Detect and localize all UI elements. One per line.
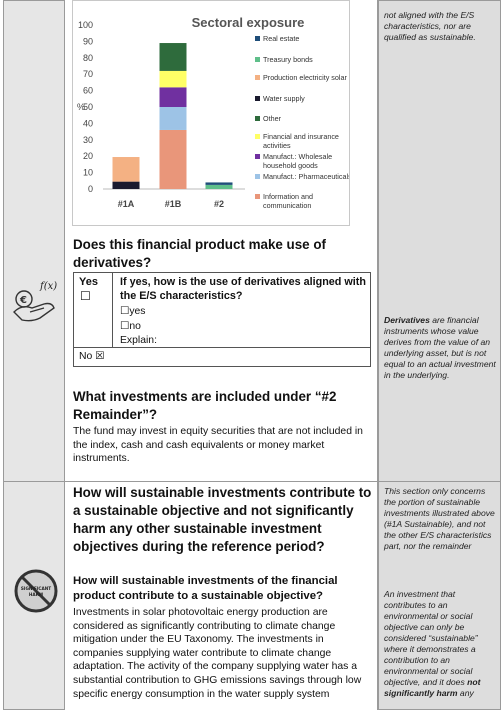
legend-label: Financial and insurance: [263, 132, 339, 141]
bar-segment: [159, 43, 187, 71]
legend-label: Water supply: [263, 94, 305, 103]
derivatives-table-col-divider: [112, 273, 113, 347]
bar-segment: [205, 184, 233, 189]
chart-svg: Sectoral exposure 0 10 20 30 40 50 60 70 80 90 100%…: [77, 15, 349, 210]
y-tick-label: 100: [78, 20, 93, 30]
legend-label: Information and: [263, 192, 313, 201]
section2-heading: How will sustainable investments contrib…: [73, 485, 372, 554]
legend-label: Manufact.: Wholesale: [263, 152, 332, 161]
derivatives-term: Derivatives: [384, 315, 430, 325]
sidebar-section2-note: This section only concerns the portion o…: [384, 486, 495, 551]
chart-title: Sectoral exposure: [192, 15, 305, 30]
section-divider: [3, 481, 501, 482]
legend-label: Production electricity solar: [263, 73, 347, 82]
svg-text:f(x): f(x): [39, 281, 57, 292]
y-axis-label: %: [77, 102, 85, 112]
svg-text:€: €: [19, 295, 27, 306]
derivatives-question: Does this financial product make use of …: [73, 237, 326, 270]
x-tick-label: #2: [214, 199, 224, 209]
derivatives-table: Yes ☐ If yes, how is the use of derivati…: [73, 272, 371, 367]
derivative-hand-icon: f(x) €: [10, 278, 60, 326]
sidebar-note-top: not aligned with the E/S characteristics…: [384, 10, 476, 42]
y-tick-label: 0: [88, 184, 93, 194]
legend-swatch: [255, 154, 260, 159]
legend-label: activities: [263, 141, 291, 150]
legend-label: household goods: [263, 161, 318, 170]
derivatives-yes-checkbox[interactable]: ☐: [80, 289, 91, 303]
derivatives-option-yes[interactable]: ☐yes: [120, 306, 146, 317]
sectoral-exposure-chart: Sectoral exposure 0 10 20 30 40 50 60 70 80 90 100%…: [72, 0, 350, 226]
legend-swatch: [255, 96, 260, 101]
right-sidebar-column: [378, 0, 501, 482]
legend-label: communication: [263, 201, 311, 210]
y-tick-label: 20: [83, 151, 93, 161]
legend-swatch: [255, 75, 260, 80]
derivatives-table-row-divider: [74, 347, 370, 348]
bar-segment: [159, 70, 187, 88]
derivatives-explain-label: Explain:: [120, 335, 157, 346]
harm-note-text-b: not significantly harm: [384, 677, 481, 698]
remainder-question: What investments are included under “#2 …: [73, 389, 337, 422]
sidebar-derivatives-definition: Derivatives are financial instruments wh…: [384, 315, 496, 381]
right-sidebar-column-2: [378, 481, 501, 710]
derivatives-no-checkbox[interactable]: No ☒: [79, 351, 105, 362]
legend-swatch: [255, 57, 260, 62]
svg-text:HARM: HARM: [29, 592, 43, 597]
remainder-text: The fund may invest in equity securities…: [73, 426, 363, 465]
derivatives-yes-label: Yes: [79, 276, 98, 288]
harm-note-text-c: any: [457, 688, 474, 698]
legend-swatch: [255, 36, 260, 41]
y-tick-label: 70: [83, 69, 93, 79]
y-tick-label: 90: [83, 36, 93, 46]
derivatives-sub-question: If yes, how is the use of derivatives al…: [120, 276, 366, 302]
x-tick-label: #1B: [165, 199, 182, 209]
no-significant-harm-icon: SIGNIFICANT HARM: [14, 569, 58, 613]
bar-segment: [112, 181, 140, 189]
legend-swatch: [255, 194, 260, 199]
bar-segment: [159, 87, 187, 107]
legend-label: Treasury bonds: [263, 55, 313, 64]
y-tick-label: 40: [83, 118, 93, 128]
legend-label: Other: [263, 114, 282, 123]
legend-swatch: [255, 134, 260, 139]
legend-label: Real estate: [263, 34, 299, 43]
middle-border-right: [377, 0, 378, 710]
derivatives-option-no[interactable]: ☐no: [120, 321, 141, 332]
derivatives-definition-text: are financial instruments whose value de…: [384, 315, 496, 380]
y-tick-label: 10: [83, 168, 93, 178]
y-tick-label: 60: [83, 86, 93, 96]
bar-segment: [159, 107, 187, 130]
bar-segment: [159, 129, 187, 189]
svg-text:SIGNIFICANT: SIGNIFICANT: [21, 586, 51, 591]
legend-swatch: [255, 116, 260, 121]
section2-sub-heading: How will sustainable investments of the …: [73, 575, 338, 602]
legend-label: Manufact.: Pharmaceuticals: [263, 172, 349, 181]
section2-text: Investments in solar photovoltaic energy…: [73, 607, 362, 700]
bar-segment: [205, 182, 233, 185]
harm-note-text-a: An investment that contributes to an env…: [384, 589, 478, 687]
left-margin-column: [3, 0, 65, 482]
sidebar-harm-note: An investment that contributes to an env…: [384, 589, 497, 699]
legend-swatch: [255, 174, 260, 179]
x-tick-label: #1A: [118, 199, 135, 209]
y-tick-label: 50: [83, 102, 93, 112]
bar-segment: [112, 157, 140, 182]
y-tick-label: 30: [83, 135, 93, 145]
y-tick-label: 80: [83, 53, 93, 63]
